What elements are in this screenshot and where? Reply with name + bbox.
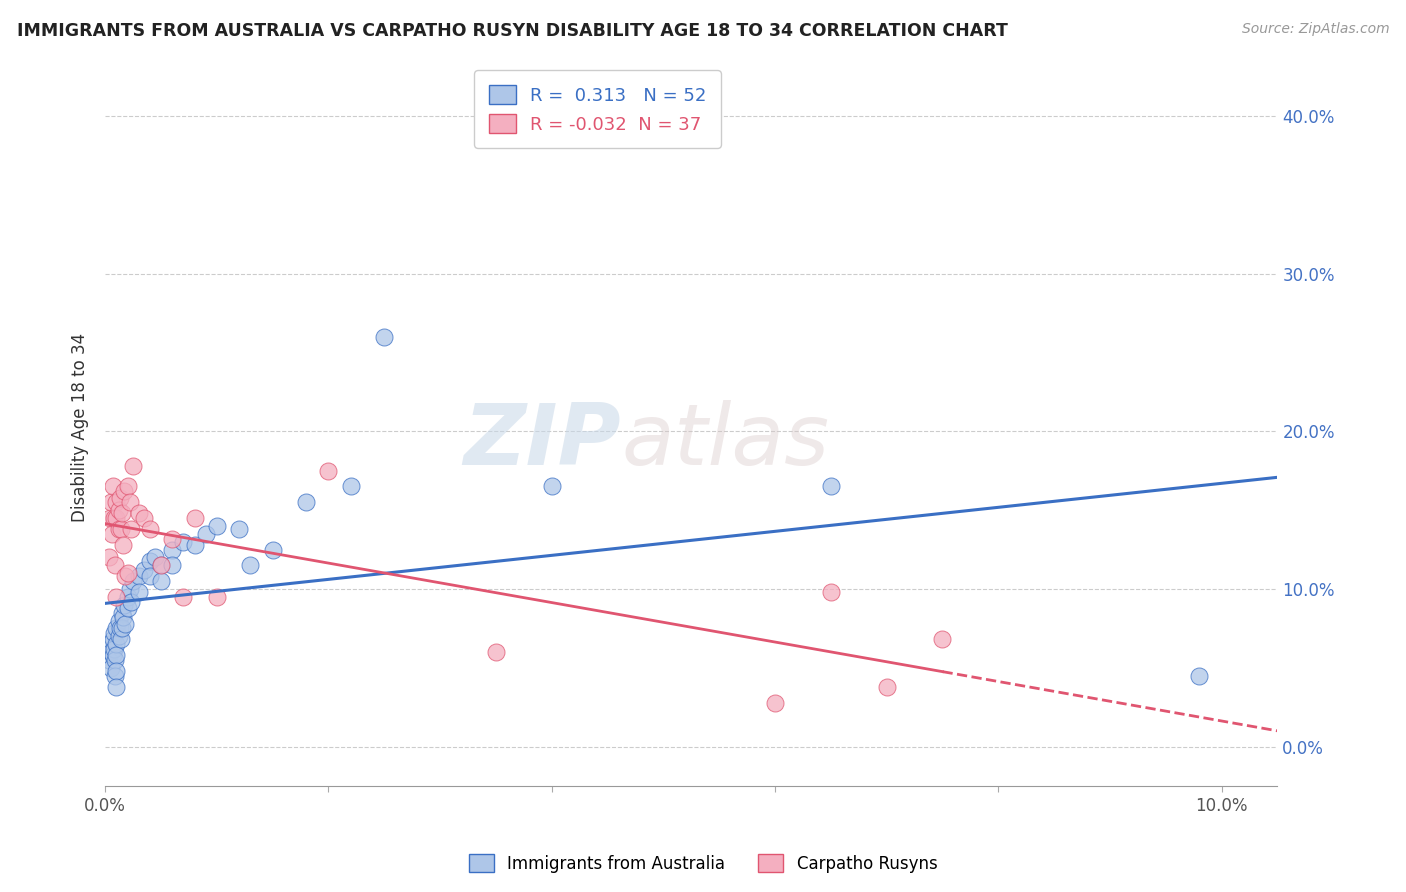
Point — [373, 329, 395, 343]
Point — [105, 495, 128, 509]
Point — [112, 610, 135, 624]
Point — [1188, 669, 1211, 683]
Point — [117, 601, 139, 615]
Point — [228, 522, 250, 536]
Point — [122, 574, 145, 588]
Point — [139, 553, 162, 567]
Point — [118, 495, 141, 509]
Point — [128, 569, 150, 583]
Point — [239, 558, 262, 573]
Point — [104, 653, 127, 667]
Point — [98, 511, 121, 525]
Point — [105, 664, 128, 678]
Text: atlas: atlas — [621, 401, 830, 483]
Point — [295, 495, 318, 509]
Y-axis label: Disability Age 18 to 34: Disability Age 18 to 34 — [72, 333, 89, 522]
Point — [101, 526, 124, 541]
Point — [105, 637, 128, 651]
Point — [107, 614, 129, 628]
Point — [111, 606, 134, 620]
Point — [104, 669, 127, 683]
Point — [205, 519, 228, 533]
Point — [112, 598, 135, 612]
Point — [205, 590, 228, 604]
Point — [318, 464, 340, 478]
Point — [101, 632, 124, 647]
Point — [194, 526, 217, 541]
Point — [117, 566, 139, 581]
Point — [120, 522, 142, 536]
Point — [139, 569, 162, 583]
Point — [114, 569, 136, 583]
Point — [112, 484, 135, 499]
Text: IMMIGRANTS FROM AUSTRALIA VS CARPATHO RUSYN DISABILITY AGE 18 TO 34 CORRELATION : IMMIGRANTS FROM AUSTRALIA VS CARPATHO RU… — [17, 22, 1008, 40]
Text: ZIP: ZIP — [464, 401, 621, 483]
Point — [122, 458, 145, 473]
Point — [820, 585, 842, 599]
Point — [103, 626, 125, 640]
Point — [160, 532, 183, 546]
Point — [160, 558, 183, 573]
Point — [100, 495, 122, 509]
Point — [108, 622, 131, 636]
Point — [107, 522, 129, 536]
Point — [97, 637, 120, 651]
Text: Source: ZipAtlas.com: Source: ZipAtlas.com — [1241, 22, 1389, 37]
Point — [150, 558, 173, 573]
Point — [139, 522, 162, 536]
Point — [262, 542, 284, 557]
Point — [150, 574, 173, 588]
Point — [120, 594, 142, 608]
Point — [107, 629, 129, 643]
Point — [876, 680, 898, 694]
Point — [101, 648, 124, 663]
Point — [100, 645, 122, 659]
Point — [172, 534, 194, 549]
Point — [112, 538, 135, 552]
Point — [485, 645, 508, 659]
Point — [150, 558, 173, 573]
Point — [108, 491, 131, 505]
Point — [183, 538, 205, 552]
Point — [931, 632, 953, 647]
Point — [340, 479, 363, 493]
Point — [117, 479, 139, 493]
Point — [105, 511, 128, 525]
Point — [101, 479, 124, 493]
Point — [110, 522, 132, 536]
Point — [160, 542, 183, 557]
Point — [111, 622, 134, 636]
Point — [111, 506, 134, 520]
Legend: R =  0.313   N = 52, R = -0.032  N = 37: R = 0.313 N = 52, R = -0.032 N = 37 — [474, 70, 721, 148]
Point — [763, 696, 786, 710]
Point — [104, 558, 127, 573]
Point — [110, 632, 132, 647]
Point — [128, 585, 150, 599]
Point — [540, 479, 562, 493]
Point — [118, 582, 141, 596]
Point — [100, 661, 122, 675]
Point — [105, 648, 128, 663]
Point — [183, 511, 205, 525]
Point — [114, 616, 136, 631]
Point — [128, 506, 150, 520]
Point — [105, 590, 128, 604]
Point — [134, 511, 156, 525]
Point — [134, 563, 156, 577]
Point — [117, 590, 139, 604]
Point — [103, 641, 125, 656]
Point — [172, 590, 194, 604]
Point — [97, 550, 120, 565]
Point — [97, 653, 120, 667]
Point — [103, 511, 125, 525]
Point — [105, 680, 128, 694]
Legend: Immigrants from Australia, Carpatho Rusyns: Immigrants from Australia, Carpatho Rusy… — [463, 847, 943, 880]
Point — [105, 622, 128, 636]
Point — [145, 550, 167, 565]
Point — [820, 479, 842, 493]
Point — [107, 503, 129, 517]
